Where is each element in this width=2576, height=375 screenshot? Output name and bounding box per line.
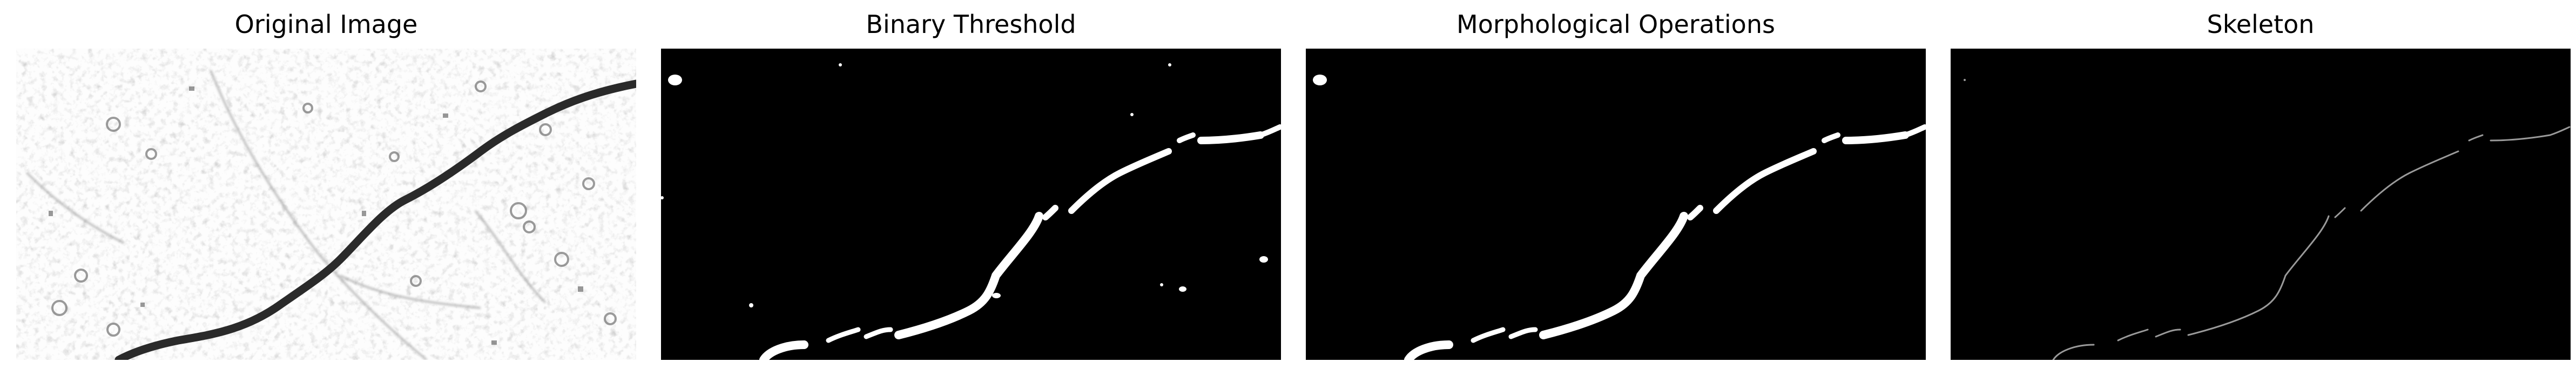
panel-title-morphological: Morphological Operations (1456, 10, 1775, 39)
panel-original-image: Original Image (16, 0, 636, 375)
skeleton-image (1951, 49, 2571, 360)
panel-title-skeleton: Skeleton (2207, 10, 2315, 39)
panel-title-original: Original Image (234, 10, 418, 39)
panel-title-binary: Binary Threshold (866, 10, 1076, 39)
binary-threshold-image (661, 49, 1281, 360)
original-image (16, 49, 636, 360)
panel-skeleton: Skeleton (1951, 0, 2571, 375)
morphological-operations-image (1306, 49, 1926, 360)
panel-binary-threshold: Binary Threshold (661, 0, 1281, 375)
panel-morphological-operations: Morphological Operations (1306, 0, 1926, 375)
